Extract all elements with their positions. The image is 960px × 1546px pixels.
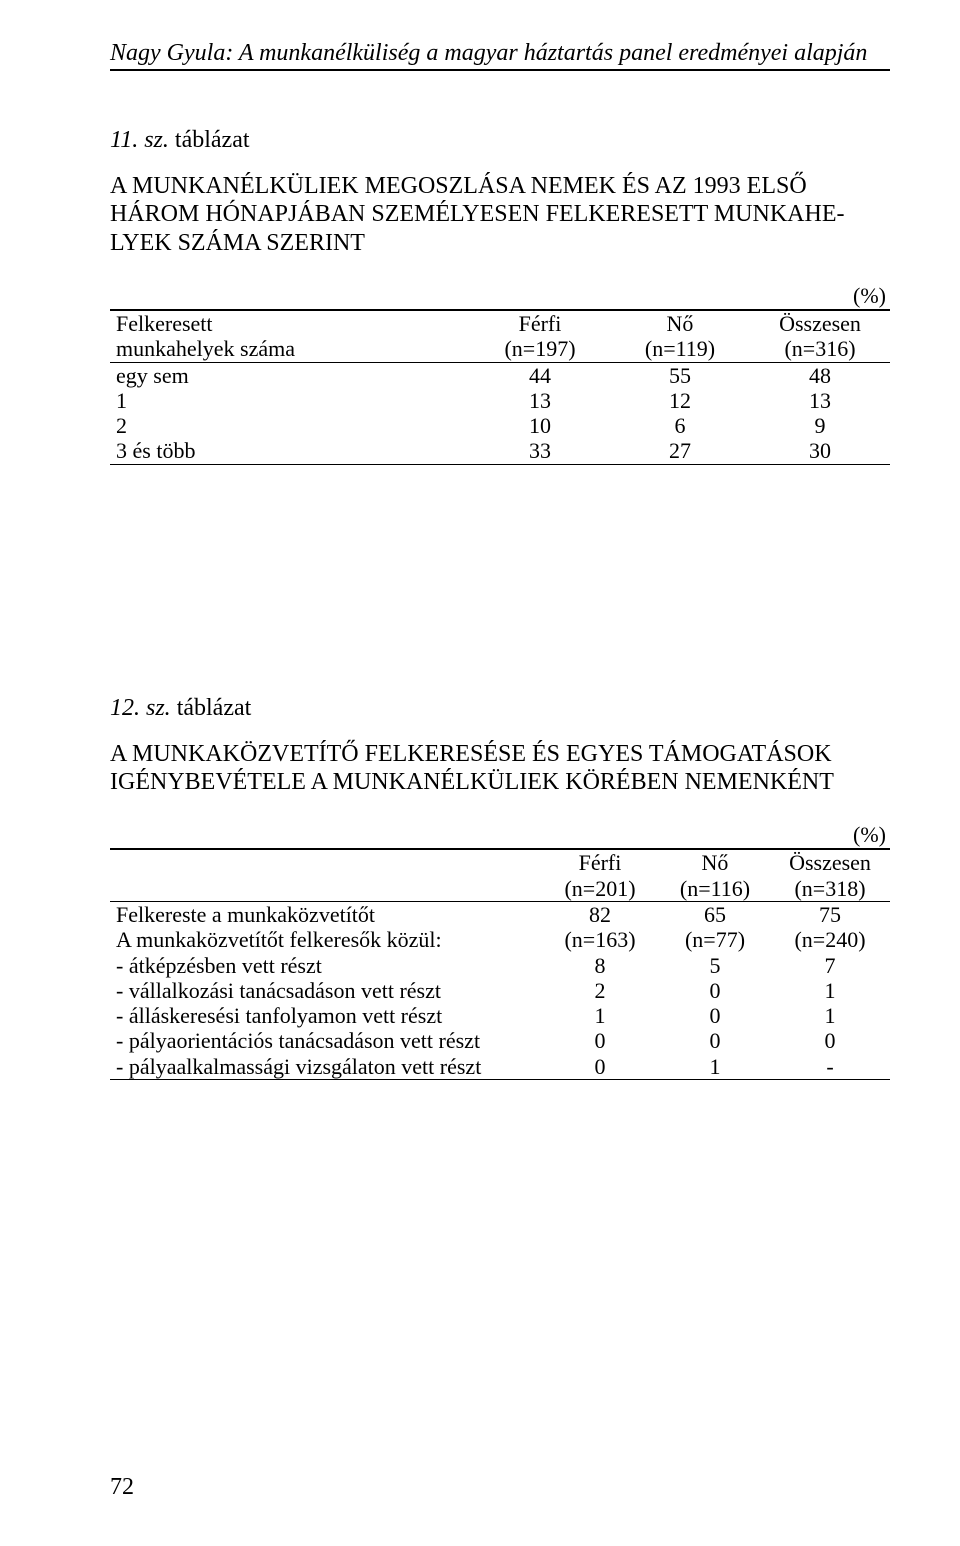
table2-cell: - átképzésben vett részt xyxy=(110,953,540,978)
table1-cell: 3 és több xyxy=(110,438,470,464)
table2-cell: Felkereste a munkaközvetítőt xyxy=(110,901,540,927)
table1-hdr-r1-c2: Nő xyxy=(610,310,750,336)
table1-percent-label: (%) xyxy=(110,283,890,309)
table1-cell: 2 xyxy=(110,413,470,438)
table1-cell: 6 xyxy=(610,413,750,438)
table2-cell: 0 xyxy=(660,1028,770,1053)
page-number: 72 xyxy=(110,1474,134,1501)
table2-hdr-r2-c0 xyxy=(110,876,540,902)
table2-caption: 12. sz. táblázat xyxy=(110,695,890,722)
table1-heading-line1: A MUNKANÉLKÜLIEK MEGOSZLÁSA NEMEK ÉS AZ … xyxy=(110,173,807,199)
table1-caption-number: 11. sz. xyxy=(110,127,169,153)
table2-cell: A munkaközvetítőt felkeresők közül: xyxy=(110,927,540,952)
table1-hdr-r1-c3: Összesen xyxy=(750,310,890,336)
table1-cell: 13 xyxy=(750,388,890,413)
table2-cell: 1 xyxy=(770,978,890,1003)
table2-header-row1: Férfi Nő Összesen xyxy=(110,849,890,875)
table2-cell: - vállalkozási tanácsadáson vett részt xyxy=(110,978,540,1003)
table2-cell: 5 xyxy=(660,953,770,978)
table-row: - átképzésben vett részt 8 5 7 xyxy=(110,953,890,978)
table1-hdr-r1-c0: Felkeresett xyxy=(110,310,470,336)
table-row: - pályaalkalmassági vizsgálaton vett rés… xyxy=(110,1054,890,1080)
table-row: - álláskeresési tanfolyamon vett részt 1… xyxy=(110,1003,890,1028)
table2-heading-line2: IGÉNYBEVÉTELE A MUNKANÉLKÜLIEK KÖRÉBEN N… xyxy=(110,769,834,795)
table2-cell: 82 xyxy=(540,901,660,927)
table2-cell: 7 xyxy=(770,953,890,978)
table-row: Felkereste a munkaközvetítőt 82 65 75 xyxy=(110,901,890,927)
table2-cell: 8 xyxy=(540,953,660,978)
table2-cell: - álláskeresési tanfolyamon vett részt xyxy=(110,1003,540,1028)
table-row: - pályaorientációs tanácsadáson vett rés… xyxy=(110,1028,890,1053)
table-row: 1 13 12 13 xyxy=(110,388,890,413)
table2-heading-line1: A MUNKAKÖZVETÍTŐ FELKERESÉSE ÉS EGYES TÁ… xyxy=(110,741,832,767)
table1: Felkeresett Férfi Nő Összesen munkahelye… xyxy=(110,309,890,465)
table2-cell: 0 xyxy=(540,1028,660,1053)
table-row: 2 10 6 9 xyxy=(110,413,890,438)
table1-header-row1: Felkeresett Férfi Nő Összesen xyxy=(110,310,890,336)
table2-cell: (n=77) xyxy=(660,927,770,952)
table1-hdr-r1-c1: Férfi xyxy=(470,310,610,336)
table2-hdr-r1-c0 xyxy=(110,849,540,875)
table2-cell: 1 xyxy=(660,1054,770,1080)
table2-hdr-r2-c3: (n=318) xyxy=(770,876,890,902)
table2-caption-word: táblázat xyxy=(177,695,252,721)
table2-cell: 2 xyxy=(540,978,660,1003)
table1-cell: 48 xyxy=(750,362,890,388)
table2-cell: 1 xyxy=(540,1003,660,1028)
table2-cell: (n=163) xyxy=(540,927,660,952)
table2-header-row2: (n=201) (n=116) (n=318) xyxy=(110,876,890,902)
table1-cell: 12 xyxy=(610,388,750,413)
table1-cell: 1 xyxy=(110,388,470,413)
table2-cell: - xyxy=(770,1054,890,1080)
table1-cell: 9 xyxy=(750,413,890,438)
table1-hdr-r2-c0: munkahelyek száma xyxy=(110,336,470,362)
table1-cell: 33 xyxy=(470,438,610,464)
table1-heading: A MUNKANÉLKÜLIEK MEGOSZLÁSA NEMEK ÉS AZ … xyxy=(110,172,890,257)
table2-hdr-r1-c1: Férfi xyxy=(540,849,660,875)
table2: Férfi Nő Összesen (n=201) (n=116) (n=318… xyxy=(110,848,890,1080)
table1-heading-line2: HÁROM HÓNAPJÁBAN SZEMÉLYESEN FELKERESETT… xyxy=(110,201,845,227)
table2-caption-number: 12. sz. xyxy=(110,695,171,721)
table1-cell: egy sem xyxy=(110,362,470,388)
table2-cell: - pályaorientációs tanácsadáson vett rés… xyxy=(110,1028,540,1053)
table1-cell: 30 xyxy=(750,438,890,464)
table1-cell: 55 xyxy=(610,362,750,388)
table2-cell: 0 xyxy=(660,1003,770,1028)
table2-cell: 0 xyxy=(540,1054,660,1080)
table2-cell: 65 xyxy=(660,901,770,927)
table1-cell: 10 xyxy=(470,413,610,438)
table1-heading-line3: LYEK SZÁMA SZERINT xyxy=(110,230,365,256)
table2-percent-label: (%) xyxy=(110,822,890,848)
table-row: 3 és több 33 27 30 xyxy=(110,438,890,464)
table2-hdr-r2-c1: (n=201) xyxy=(540,876,660,902)
table2-cell: - pályaalkalmassági vizsgálaton vett rés… xyxy=(110,1054,540,1080)
table1-hdr-r2-c3: (n=316) xyxy=(750,336,890,362)
table1-hdr-r2-c2: (n=119) xyxy=(610,336,750,362)
table2-hdr-r1-c2: Nő xyxy=(660,849,770,875)
table-row: - vállalkozási tanácsadáson vett részt 2… xyxy=(110,978,890,1003)
table2-hdr-r2-c2: (n=116) xyxy=(660,876,770,902)
table1-caption: 11. sz. táblázat xyxy=(110,127,890,154)
table1-header-row2: munkahelyek száma (n=197) (n=119) (n=316… xyxy=(110,336,890,362)
table2-heading: A MUNKAKÖZVETÍTŐ FELKERESÉSE ÉS EGYES TÁ… xyxy=(110,740,890,797)
table-row: egy sem 44 55 48 xyxy=(110,362,890,388)
table2-cell: 0 xyxy=(770,1028,890,1053)
table2-cell: 1 xyxy=(770,1003,890,1028)
table2-hdr-r1-c3: Összesen xyxy=(770,849,890,875)
table1-cell: 27 xyxy=(610,438,750,464)
table1-cell: 13 xyxy=(470,388,610,413)
table2-cell: 75 xyxy=(770,901,890,927)
table1-hdr-r2-c1: (n=197) xyxy=(470,336,610,362)
table2-cell: 0 xyxy=(660,978,770,1003)
table2-cell: (n=240) xyxy=(770,927,890,952)
table1-cell: 44 xyxy=(470,362,610,388)
running-header: Nagy Gyula: A munkanélküliség a magyar h… xyxy=(110,40,890,71)
table1-caption-word: táblázat xyxy=(175,127,250,153)
table-row: A munkaközvetítőt felkeresők közül: (n=1… xyxy=(110,927,890,952)
